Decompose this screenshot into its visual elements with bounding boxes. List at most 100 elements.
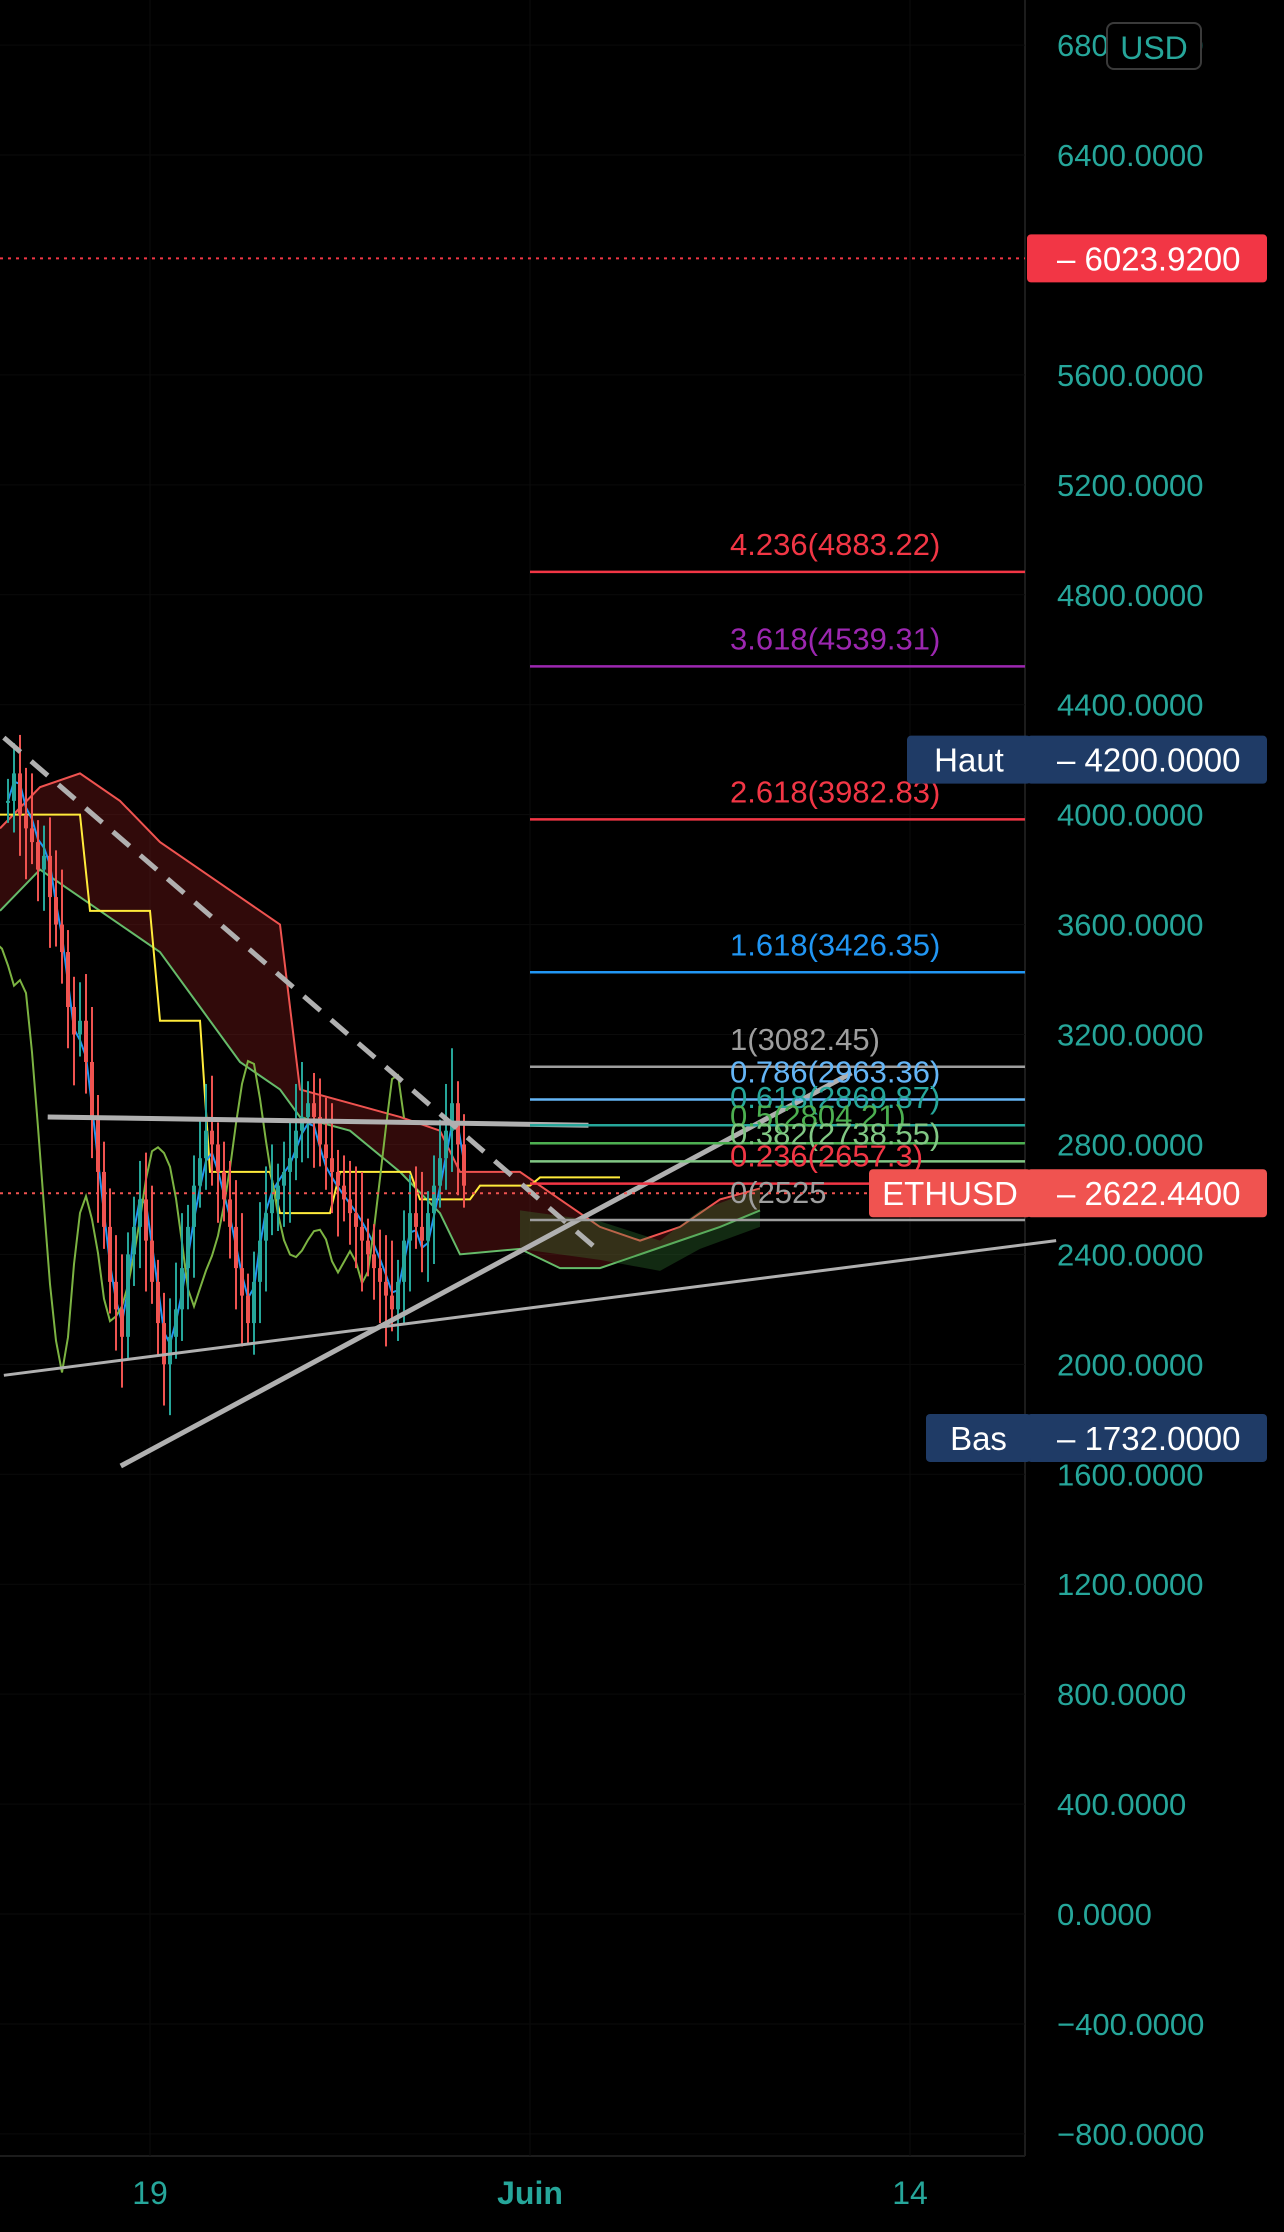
candle-body xyxy=(396,1281,400,1310)
y-tick-label: −400.0000 xyxy=(1057,2007,1204,2042)
fib-level-label: 1.618(3426.35) xyxy=(730,927,940,962)
candles xyxy=(6,734,466,1416)
x-tick-label: Juin xyxy=(497,2175,563,2211)
candle-body xyxy=(408,1213,412,1241)
candle-body xyxy=(462,1144,466,1186)
candle-body xyxy=(96,1116,100,1172)
candle-body xyxy=(432,1185,436,1214)
y-tick-label: 5600.0000 xyxy=(1057,358,1204,393)
candle-body xyxy=(414,1213,418,1227)
fib-level-label: 0.5(2804.21) xyxy=(730,1098,906,1133)
candle-body xyxy=(294,1130,298,1159)
candle-body xyxy=(258,1240,262,1282)
y-tick-label: 2400.0000 xyxy=(1057,1237,1204,1272)
price-badges: – 6023.9200 – 4200.0000 Haut – 2622.4400 ETH… xyxy=(869,234,1267,1462)
candle-body xyxy=(228,1199,232,1227)
candle-body xyxy=(108,1226,112,1282)
y-tick-label: 0.0000 xyxy=(1057,1897,1152,1932)
cloud-bearish xyxy=(0,773,760,1269)
support-trendline xyxy=(3,1239,1057,1377)
candle-body xyxy=(444,1130,448,1159)
y-axis: 6800.00006400.00005600.00005200.00004800… xyxy=(1057,28,1204,2152)
candle-body xyxy=(192,1185,196,1227)
currency-badge[interactable]: USD xyxy=(1106,22,1202,70)
candle-body xyxy=(330,1158,334,1172)
price-badge-label-bg xyxy=(869,1169,1031,1218)
candle-body xyxy=(48,855,52,898)
candle-body xyxy=(222,1171,226,1200)
y-tick-label: 1200.0000 xyxy=(1057,1567,1204,1602)
candle-body xyxy=(312,1103,316,1117)
price-badge-value: – 2622.4400 xyxy=(1057,1175,1241,1212)
y-tick-label: 5200.0000 xyxy=(1057,468,1204,503)
candle-body xyxy=(120,1309,124,1337)
candle-body xyxy=(348,1199,352,1214)
price-badge-value: – 1732.0000 xyxy=(1057,1420,1241,1457)
y-tick-label: 4000.0000 xyxy=(1057,798,1204,833)
y-tick-label: 3200.0000 xyxy=(1057,1018,1204,1053)
candle-body xyxy=(360,1226,364,1241)
fib-level-label: 0.786(2963.36) xyxy=(730,1055,940,1090)
price-badge-value: – 4200.0000 xyxy=(1057,742,1241,779)
y-tick-label: 3600.0000 xyxy=(1057,908,1204,943)
candle-body xyxy=(198,1158,202,1186)
y-tick-label: 2000.0000 xyxy=(1057,1347,1204,1382)
candle-body xyxy=(240,1268,244,1296)
candle-body xyxy=(276,1185,280,1200)
x-tick-label: 19 xyxy=(132,2175,168,2211)
y-tick-label: 1600.0000 xyxy=(1057,1457,1204,1492)
candle-body xyxy=(372,1254,376,1269)
trendlines xyxy=(2,735,1057,1469)
fib-level-label: 0.618(2869.87) xyxy=(730,1080,940,1115)
price-badge-value: – 6023.9200 xyxy=(1057,240,1241,277)
kijun-line xyxy=(0,813,620,1215)
candle-body xyxy=(126,1254,130,1337)
candle-body xyxy=(324,1144,328,1159)
price-badge-label-bg xyxy=(907,735,1031,784)
candle-body xyxy=(402,1240,406,1282)
fib-level-label: 3.618(4539.31) xyxy=(730,621,940,656)
y-tick-label: 4800.0000 xyxy=(1057,578,1204,613)
ichimoku-cloud xyxy=(0,772,761,1271)
candle-body xyxy=(150,1240,154,1282)
candle-body xyxy=(318,1116,322,1145)
price-badge-value-bg xyxy=(1027,1169,1267,1218)
candle-body xyxy=(180,1268,184,1310)
chikou-line xyxy=(0,945,405,1373)
cloud-bullish xyxy=(520,1188,760,1271)
candle-body xyxy=(18,773,22,815)
price-badge-label: Haut xyxy=(934,742,1004,779)
price-badge-value-bg xyxy=(1027,735,1267,784)
candle-body xyxy=(246,1295,250,1324)
price-badge-label-bg xyxy=(926,1413,1031,1462)
y-tick-label: −800.0000 xyxy=(1057,2117,1204,2152)
price-badge-value-bg xyxy=(1027,1413,1267,1462)
rising-trendline xyxy=(119,1070,853,1469)
candle-body xyxy=(114,1281,118,1310)
candle-body xyxy=(102,1171,106,1227)
candle-body xyxy=(336,1171,340,1186)
candle-body xyxy=(162,1323,166,1365)
y-tick-label: 800.0000 xyxy=(1057,1677,1186,1712)
y-tick-label: 2800.0000 xyxy=(1057,1127,1204,1162)
candle-body xyxy=(66,952,70,1008)
candle-body xyxy=(450,1103,454,1131)
price-badge-label: Bas xyxy=(950,1420,1007,1457)
candle-body xyxy=(6,800,10,803)
candle-body xyxy=(168,1336,172,1365)
candle-body xyxy=(42,855,46,870)
candle-body xyxy=(72,1007,76,1035)
candle-body xyxy=(216,1144,220,1172)
candle-body xyxy=(390,1295,394,1310)
x-axis: 19 Juin 14 xyxy=(132,2175,928,2211)
fib-level-label: 0.236(2657.3) xyxy=(730,1139,923,1174)
x-tick-label: 14 xyxy=(892,2175,928,2211)
price-badge-value-bg xyxy=(1027,234,1267,283)
fib-level-label: 1(3082.45) xyxy=(730,1022,880,1057)
candle-body xyxy=(24,814,28,829)
candle-body xyxy=(90,1061,94,1117)
candle-body xyxy=(420,1226,424,1241)
candle-body xyxy=(354,1213,358,1227)
resistance-trendline xyxy=(47,1114,589,1128)
